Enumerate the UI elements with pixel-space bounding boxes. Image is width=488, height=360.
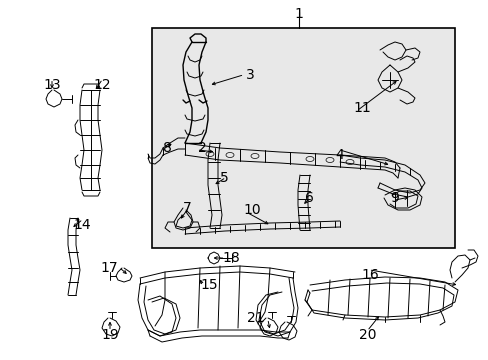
- Text: 9: 9: [389, 191, 398, 205]
- Text: 15: 15: [200, 278, 217, 292]
- Text: 10: 10: [243, 203, 260, 217]
- Text: 2: 2: [198, 141, 206, 155]
- Text: 5: 5: [220, 171, 228, 185]
- Text: 4: 4: [335, 148, 344, 162]
- Text: 1: 1: [294, 7, 303, 21]
- Text: 20: 20: [359, 328, 376, 342]
- Text: 3: 3: [245, 68, 254, 82]
- Text: 6: 6: [305, 191, 313, 205]
- Bar: [152, 28, 454, 248]
- Text: 16: 16: [360, 268, 378, 282]
- Text: 21: 21: [247, 311, 264, 325]
- Text: 14: 14: [73, 218, 91, 232]
- Text: 12: 12: [93, 78, 111, 92]
- Text: 17: 17: [100, 261, 118, 275]
- Text: 13: 13: [43, 78, 61, 92]
- Text: 8: 8: [163, 141, 171, 155]
- Text: 18: 18: [222, 251, 239, 265]
- Text: 19: 19: [101, 328, 119, 342]
- Text: 7: 7: [183, 201, 191, 215]
- Text: 11: 11: [352, 101, 370, 115]
